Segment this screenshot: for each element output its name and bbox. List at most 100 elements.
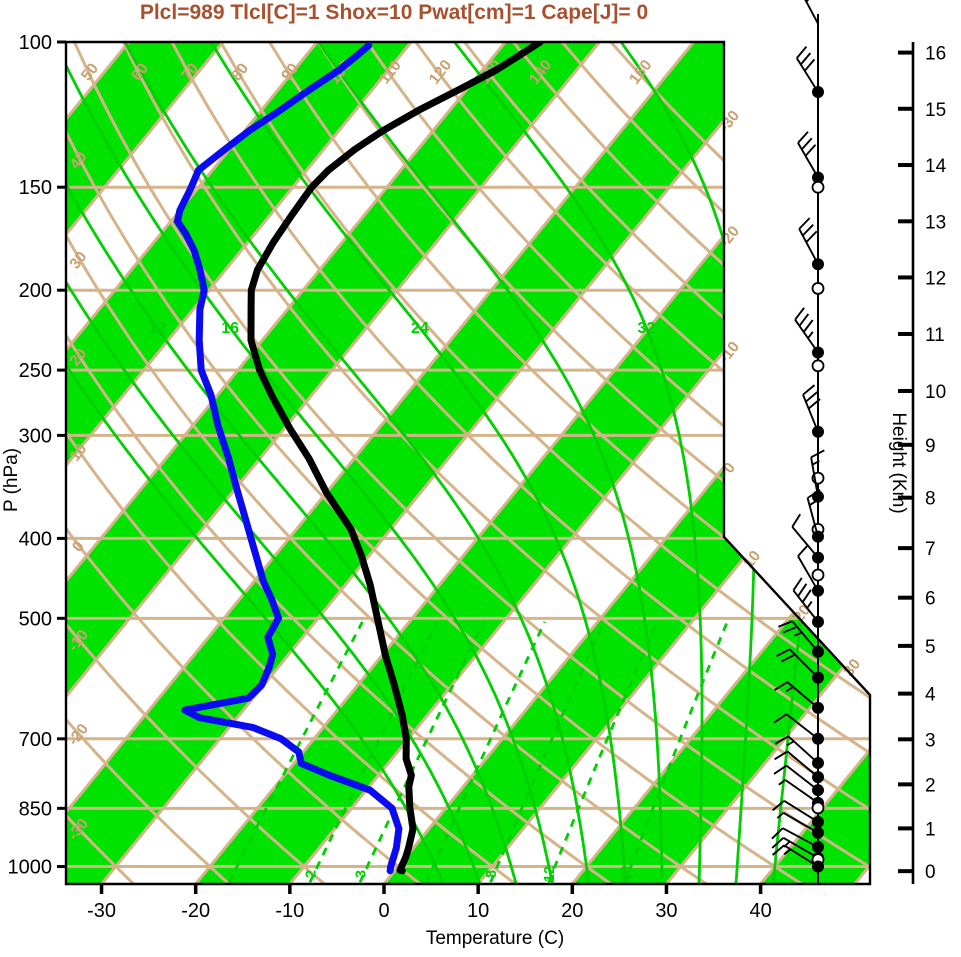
moist-adiabat-line [317, 42, 664, 884]
pressure-tick-label: 400 [19, 528, 52, 550]
temperature-tick-label: -20 [181, 900, 210, 922]
isotherm-line [100, 42, 789, 884]
plot-frame [64, 40, 872, 886]
pressure-tick-label: 1000 [8, 857, 53, 879]
wind-barb [797, 131, 824, 184]
moist-adiabat-line [66, 42, 482, 884]
dry-adiabat-line [66, 42, 803, 884]
wind-barb [775, 648, 824, 684]
mixing-ratio-label: 12 [542, 866, 558, 882]
height-tick-label: 3 [925, 730, 936, 751]
level-circle [811, 568, 825, 582]
wind-barb [811, 801, 825, 815]
dry-adiabat-line [66, 42, 422, 884]
wind-barb [771, 844, 824, 873]
dry-adiabat-line [66, 42, 517, 884]
wind-barb [811, 568, 825, 582]
pressure-tick-label: 850 [19, 798, 52, 820]
mixing-ratio-label: 2 [304, 870, 320, 878]
height-tick-label: 15 [925, 100, 946, 121]
moist-adiabat-label: 12 [148, 320, 166, 337]
height-axis-title: Height (Km) [888, 412, 909, 513]
isotherm-line [66, 42, 413, 884]
temperature-axis: -30 -20 -10 0 10 20 30 40 Temperature (C) [87, 884, 772, 949]
wind-barb [771, 799, 824, 828]
dry-adiabat-line [170, 42, 870, 884]
isotherm-line [66, 42, 507, 884]
wind-barb [774, 750, 824, 784]
moist-adiabat-label: 32 [638, 320, 656, 337]
pressure-tick-label: 700 [19, 729, 52, 751]
pressure-tick-label: 150 [19, 177, 52, 199]
mixing-ratio-line [227, 621, 364, 883]
height-tick-label: 2 [925, 775, 936, 796]
level-circle [811, 282, 825, 295]
mixing-ratio-line [489, 621, 606, 883]
temperature-tick-label: -30 [87, 900, 116, 922]
moist-adiabat-line [123, 42, 591, 884]
pressure-tick-label: 200 [19, 280, 52, 302]
moist-adiabat-line [66, 42, 554, 884]
moist-adiabat-line [66, 42, 518, 884]
height-tick-label: 14 [925, 156, 947, 177]
wind-barb [778, 620, 824, 658]
height-tick-label: 13 [925, 212, 946, 233]
wind-barb [771, 827, 824, 854]
height-tick-label: 4 [925, 685, 936, 706]
height-tick-label: 8 [925, 489, 936, 510]
dewpoint-curve [174, 42, 403, 875]
moist-adiabat-line [453, 42, 704, 884]
pressure-axis-title: P (hPa) [1, 448, 22, 512]
mixing-ratio-line [425, 621, 546, 883]
dry-adiabat-line [66, 42, 135, 884]
dry-adiabat-line [219, 42, 870, 884]
pressure-tick-label: 500 [19, 608, 52, 630]
isotherm-line [66, 42, 225, 884]
wind-barb [797, 544, 824, 597]
isotherm-line [665, 42, 870, 884]
pressure-axis: 100 150 200 250 300 400 500 700 850 1000 P (hPa) [1, 32, 66, 879]
mixing-ratio-label: 20 [618, 866, 634, 882]
sounding-indices-title: Plcl=989 Tlcl[C]=1 Shox=10 Pwat[cm]=1 Ca… [139, 1, 649, 24]
wind-barb [802, 384, 824, 438]
height-tick-label: 12 [925, 268, 946, 289]
temperature-tick-label: -10 [275, 900, 304, 922]
height-tick-label: 11 [925, 325, 945, 346]
temperature-axis-title: Temperature (C) [426, 928, 564, 949]
height-tick-label: 5 [925, 637, 936, 658]
mixing-ratio-label: 8 [484, 870, 500, 878]
wind-barb [792, 577, 824, 628]
moist-adiabat-line [209, 42, 627, 884]
wind-barb [773, 713, 824, 745]
dry-adiabat-label: 160 [626, 57, 655, 88]
shade-band [572, 42, 870, 884]
wind-barb-column [771, 0, 825, 884]
level-circle [811, 359, 825, 373]
height-tick-label: 0 [925, 862, 936, 883]
pressure-tick-label: 100 [19, 32, 52, 54]
height-tick-label: 1 [925, 819, 936, 840]
temperature-tick-label: 20 [561, 900, 583, 922]
mixing-ratio-line [358, 621, 485, 883]
wind-barb [773, 764, 824, 797]
dry-adiabat-line [66, 42, 231, 884]
mixing-ratio-label: 3 [354, 870, 370, 878]
shade-band [66, 42, 412, 884]
wind-barb [804, 0, 819, 25]
mixing-ratio-line [623, 621, 729, 883]
wind-barb [776, 811, 824, 839]
shade-band [66, 42, 788, 884]
temperature-tick-label: 40 [749, 900, 771, 922]
wind-barb [811, 180, 825, 194]
dry-adiabat-line [365, 42, 870, 884]
height-tick-label: 7 [925, 539, 936, 560]
dry-adiabat-line [316, 42, 870, 884]
height-tick-label: 6 [925, 589, 936, 610]
dry-adiabat-line [121, 42, 870, 884]
mixing-ratio-line [547, 621, 659, 883]
pressure-tick-label: 250 [19, 360, 52, 382]
isotherm-line [66, 42, 695, 884]
